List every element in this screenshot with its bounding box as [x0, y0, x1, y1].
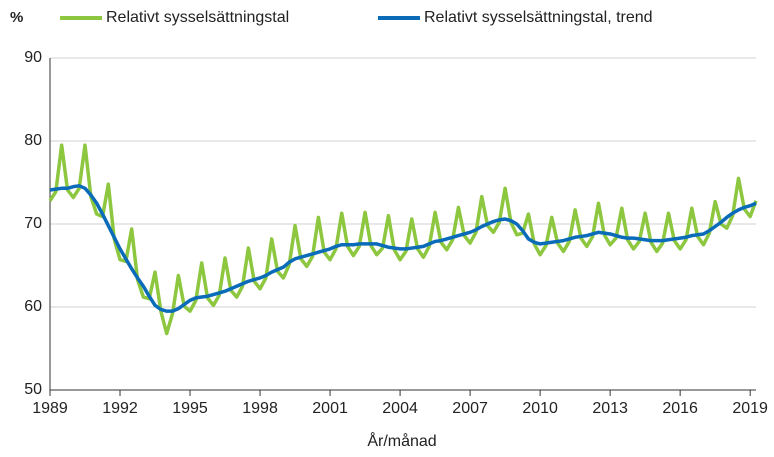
y-tick-label: 60	[24, 298, 42, 315]
y-tick-label: 70	[24, 215, 42, 232]
x-tick-label: 2001	[312, 400, 348, 417]
x-tick-label: 1992	[102, 400, 138, 417]
y-tick-label: 90	[24, 49, 42, 66]
x-tick-label: 1998	[242, 400, 278, 417]
line-series	[49, 184, 757, 313]
x-tick-label: 1989	[32, 400, 68, 417]
x-axis-label: År/månad	[367, 431, 436, 450]
x-tick-label: 2007	[452, 400, 488, 417]
y-tick-label: 50	[24, 381, 42, 398]
x-tick-label: 2016	[662, 400, 698, 417]
x-tick-label: 2010	[522, 400, 558, 417]
x-tick-label: 1995	[172, 400, 208, 417]
y-unit: %	[10, 9, 23, 26]
legend-label: Relativt sysselsättningstal	[106, 9, 289, 26]
x-tick-label: 2019	[732, 400, 768, 417]
y-tick-label: 80	[24, 132, 42, 149]
x-tick-label: 2013	[592, 400, 628, 417]
x-tick-label: 2004	[382, 400, 418, 417]
legend-label: Relativt sysselsättningstal, trend	[424, 9, 653, 26]
line-series	[48, 143, 758, 336]
